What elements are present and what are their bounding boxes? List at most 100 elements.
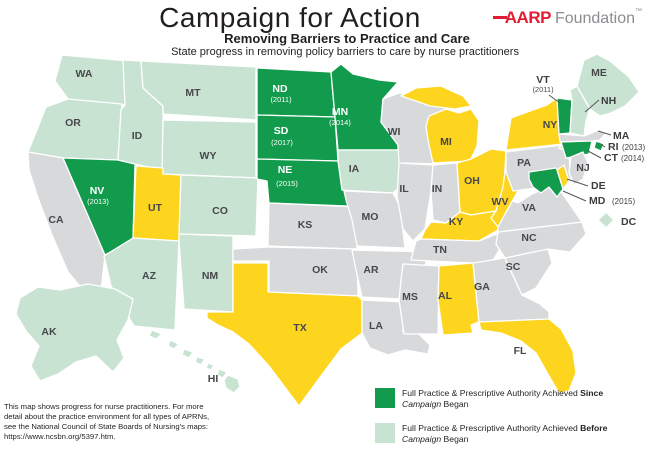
state-label: KS (298, 219, 313, 231)
state-label: OR (65, 117, 81, 129)
state-wa (54, 54, 129, 106)
state-label: UT (148, 202, 163, 214)
state-label: TN (433, 244, 447, 256)
state-ri (593, 140, 605, 152)
legend-item-since: Full Practice & Prescriptive Authority A… (375, 388, 643, 410)
state-label: MI (440, 136, 452, 148)
legend-emphasis: Before (580, 423, 608, 433)
state-label: NY (543, 119, 558, 131)
page-subtitle: Removing Barriers to Practice and Care (224, 31, 470, 46)
state-nc (495, 221, 587, 259)
state-year: (2013) (87, 197, 109, 206)
state-label: AR (363, 264, 379, 276)
state-label: HI (208, 373, 219, 385)
state-mo (343, 190, 406, 249)
state-label: ME (591, 67, 607, 79)
state-ks (267, 202, 358, 250)
state-year: (2017) (271, 138, 293, 147)
state-me (576, 53, 640, 117)
legend-line1: Full Practice & Prescriptive Authority A… (402, 423, 578, 433)
state-label: ID (132, 130, 143, 142)
state-label: MS (402, 291, 418, 303)
state-label: CA (48, 214, 64, 226)
state-label: MN (332, 106, 348, 118)
aarp-foundation-logo: AARP Foundation™ (493, 8, 642, 28)
state-year: (2014) (329, 118, 351, 127)
callout-line-vt (548, 94, 561, 104)
state-label: TX (293, 322, 306, 334)
callout-label-md: MD (589, 195, 606, 207)
page-tagline: State progress in removing policy barrie… (171, 46, 519, 58)
callout-label-dc: DC (621, 216, 637, 228)
state-label: OK (312, 264, 328, 276)
state-label: MT (185, 87, 201, 99)
legend: Full Practice & Prescriptive Authority A… (375, 388, 643, 450)
state-label: WA (76, 68, 93, 80)
callout-label-ct: CT (604, 152, 619, 164)
callout-labels: VT (2011) NH MA RI (2013) CT (2014) DE M… (532, 74, 645, 228)
state-label: AL (438, 290, 453, 302)
state-label: LA (369, 320, 383, 332)
state-tx (206, 262, 363, 407)
foundation-wordmark: Foundation (554, 10, 635, 27)
state-label: IN (432, 183, 443, 195)
aarp-wordmark: AARP (493, 8, 552, 27)
state-mi (425, 108, 480, 164)
state-dc (597, 211, 615, 229)
state-year: (2011) (270, 95, 292, 104)
callout-line-ma (597, 130, 612, 136)
state-label: CO (212, 205, 228, 217)
state-label: NJ (576, 162, 590, 174)
state-label: FL (514, 345, 527, 357)
state-shapes (15, 53, 640, 407)
legend-line2-rest: Began (441, 434, 469, 444)
alaska-islands (148, 329, 163, 340)
footnote-line: https://www.ncsbn.org/5397.htm. (4, 432, 116, 441)
callout-line-md (562, 190, 587, 202)
legend-line2-italic: Campaign (402, 434, 442, 444)
legend-swatch-before (375, 423, 395, 443)
legend-line1: Full Practice & Prescriptive Authority A… (402, 388, 578, 398)
state-label: WY (200, 150, 217, 162)
state-year: (2015) (276, 179, 298, 188)
hawaii-islands (181, 348, 194, 359)
legend-line2-italic: Campaign (402, 399, 442, 409)
hawaii-islands (205, 362, 215, 371)
callout-label-nh: NH (601, 95, 616, 107)
state-nh (569, 85, 591, 137)
legend-text-since: Full Practice & Prescriptive Authority A… (402, 388, 603, 410)
state-label: IA (349, 163, 360, 175)
state-co (178, 174, 259, 237)
state-label: IL (399, 183, 409, 195)
state-or (27, 98, 123, 161)
state-fl (478, 318, 577, 394)
state-ne (256, 158, 349, 207)
footnote: This map shows progress for nurse practi… (4, 402, 254, 442)
callout-year-md: (2015) (612, 197, 635, 206)
state-label: SD (274, 125, 289, 137)
callout-lines (548, 94, 612, 202)
state-label: NC (521, 232, 537, 244)
state-label: MO (362, 211, 379, 223)
state-label: AZ (142, 270, 157, 282)
legend-line2-rest: Began (441, 399, 469, 409)
state-label: OH (464, 175, 480, 187)
hawaii-islands (194, 356, 206, 366)
state-label: NV (90, 185, 105, 197)
state-label: WV (492, 196, 509, 208)
callout-year-vt: (2011) (532, 85, 554, 94)
callout-label-ri: RI (608, 141, 619, 153)
state-label: VA (522, 202, 536, 214)
state-mi (400, 85, 472, 110)
callout-year-ct: (2014) (621, 154, 644, 163)
state-label: PA (517, 157, 531, 169)
state-labels: WA OR CA NV (2013) ID MT WY UT CO AZ NM … (41, 67, 606, 385)
callout-line-ri (598, 142, 606, 148)
legend-emphasis: Since (580, 388, 604, 398)
state-label: WI (388, 126, 401, 138)
hawaii-islands (223, 374, 241, 394)
callout-label-de: DE (591, 180, 606, 192)
state-wy (161, 119, 257, 179)
